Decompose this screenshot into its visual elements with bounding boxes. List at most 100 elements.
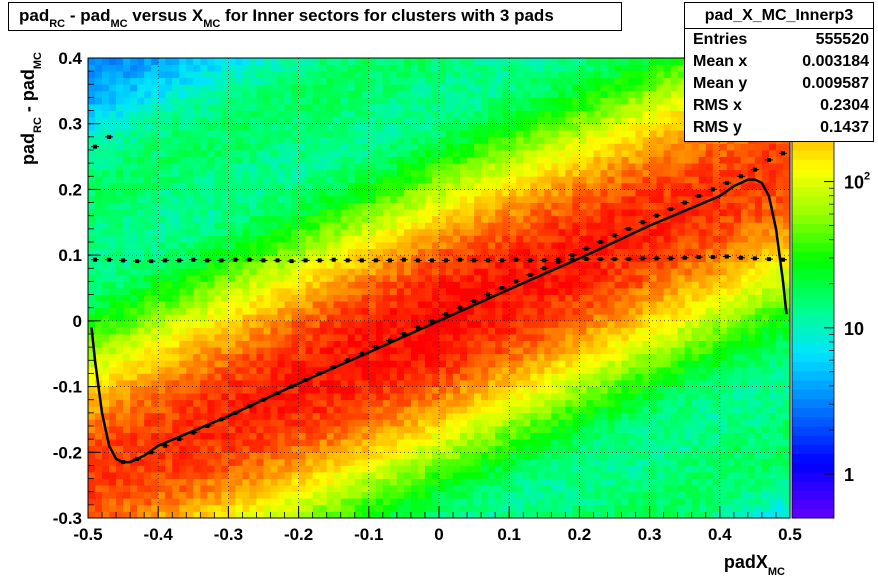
heatmap-cell: [172, 320, 180, 328]
heatmap-cell: [551, 504, 559, 512]
heatmap-cell: [474, 458, 482, 466]
heatmap-cell: [446, 294, 454, 302]
heatmap-cell: [130, 228, 138, 236]
heatmap-cell: [116, 169, 124, 177]
heatmap-cell: [586, 445, 594, 453]
heatmap-cell: [396, 472, 405, 479]
heatmap-cell: [200, 439, 208, 447]
heatmap-cell: [228, 485, 236, 493]
heatmap-cell: [544, 222, 552, 230]
heatmap-cell: [396, 235, 405, 243]
heatmap-cell: [256, 182, 264, 190]
heatmap-cell: [179, 472, 187, 479]
heatmap-cell: [572, 176, 580, 184]
heatmap-cell: [333, 123, 342, 131]
heatmap-cell: [291, 228, 299, 236]
heatmap-cell: [102, 419, 110, 427]
heatmap-cell: [179, 288, 187, 295]
heatmap-cell: [502, 110, 510, 118]
heatmap-cell: [116, 380, 124, 387]
heatmap-cell: [109, 77, 117, 85]
heatmap-cell: [495, 58, 503, 65]
heatmap-cell: [305, 426, 314, 433]
heatmap-cell: [256, 334, 264, 341]
heatmap-cell: [389, 485, 398, 493]
heatmap-cell: [403, 386, 412, 394]
heatmap-cell: [396, 169, 405, 177]
heatmap-cell: [109, 64, 117, 72]
heatmap-cell: [109, 110, 117, 118]
heatmap-cell: [172, 242, 180, 249]
heatmap-cell: [361, 209, 370, 217]
heatmap-cell: [502, 472, 510, 479]
heatmap-cell: [544, 327, 552, 335]
heatmap-cell: [172, 485, 180, 493]
heatmap-cell: [249, 58, 257, 65]
heatmap-cell: [214, 110, 222, 118]
heatmap-cell: [235, 84, 243, 92]
heatmap-cell: [572, 491, 580, 499]
heatmap-cell: [165, 386, 173, 394]
heatmap-cell: [95, 117, 103, 125]
heatmap-cell: [403, 511, 412, 519]
heatmap-cell: [193, 182, 201, 190]
heatmap-cell: [565, 189, 573, 197]
heatmap-cell: [368, 130, 377, 138]
heatmap-cell: [368, 182, 377, 190]
heatmap-cell: [116, 196, 124, 203]
heatmap-cell: [291, 366, 299, 374]
heatmap-cell: [221, 104, 229, 111]
heatmap-cell: [298, 235, 307, 243]
heatmap-cell: [481, 209, 489, 217]
heatmap-cell: [453, 511, 461, 519]
heatmap-cell: [579, 215, 587, 223]
heatmap-cell: [495, 117, 503, 125]
heatmap-cell: [375, 294, 384, 302]
heatmap-cell: [277, 445, 285, 453]
heatmap-cell: [439, 209, 447, 217]
heatmap-cell: [95, 426, 103, 433]
heatmap-cell: [488, 110, 496, 118]
heatmap-cell: [242, 58, 250, 65]
heatmap-cell: [88, 235, 96, 243]
heatmap-cell: [165, 439, 173, 447]
heatmap-cell: [340, 215, 349, 223]
heatmap-cell: [284, 465, 292, 473]
heatmap-cell: [95, 485, 103, 493]
heatmap-cell: [158, 130, 166, 138]
heatmap-cell: [340, 399, 349, 407]
heatmap-cell: [284, 412, 292, 420]
heatmap-cell: [186, 176, 194, 184]
heatmap-cell: [88, 485, 96, 493]
heatmap-cell: [347, 439, 356, 447]
heatmap-cell: [235, 104, 243, 111]
heatmap-cell: [424, 143, 433, 151]
heatmap-cell: [403, 281, 412, 289]
heatmap-cell: [523, 163, 531, 171]
heatmap-cell: [137, 353, 145, 361]
heatmap-cell: [277, 327, 285, 335]
heatmap-cell: [410, 340, 419, 348]
heatmap-cell: [495, 301, 503, 309]
heatmap-cell: [453, 169, 461, 177]
heatmap-cell: [221, 189, 229, 197]
heatmap-cell: [495, 274, 503, 282]
heatmap-cell: [193, 419, 201, 427]
heatmap-cell: [151, 465, 159, 473]
heatmap-cell: [453, 274, 461, 282]
heatmap-cell: [249, 452, 257, 460]
heatmap-cell: [102, 90, 110, 98]
heatmap-cell: [565, 301, 573, 309]
heatmap-cell: [460, 406, 468, 414]
heatmap-cell: [389, 215, 398, 223]
heatmap-cell: [249, 261, 257, 269]
heatmap-cell: [410, 281, 419, 289]
heatmap-cell: [256, 432, 264, 440]
heatmap-cell: [502, 445, 510, 453]
heatmap-cell: [298, 347, 307, 355]
heatmap-cell: [256, 242, 264, 249]
heatmap-cell: [242, 255, 250, 263]
heatmap-cell: [481, 156, 489, 164]
heatmap-cell: [319, 215, 328, 223]
heatmap-cell: [326, 104, 335, 111]
